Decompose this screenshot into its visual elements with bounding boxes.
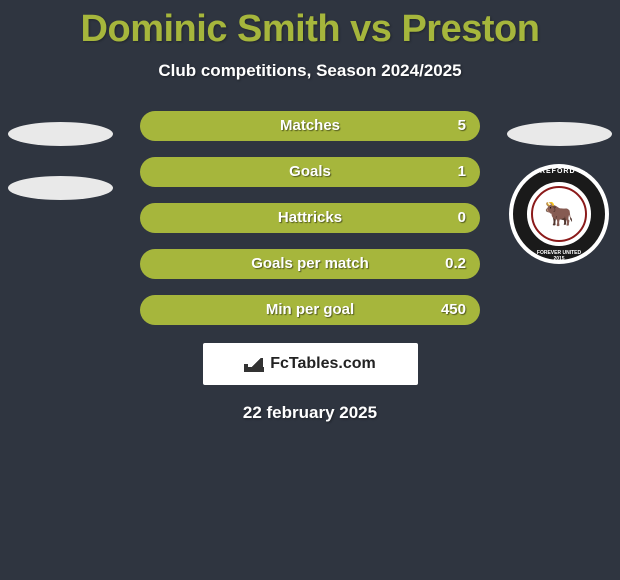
stat-value: 5 — [458, 111, 466, 141]
credit-text: FcTables.com — [270, 355, 376, 373]
stat-row: Hattricks 0 — [140, 203, 480, 233]
page-subtitle: Club competitions, Season 2024/2025 — [0, 61, 620, 81]
stat-row: Matches 5 — [140, 111, 480, 141]
left-placeholder-cluster — [8, 122, 113, 230]
page-title: Dominic Smith vs Preston — [0, 0, 620, 51]
right-cluster: HEREFORD FC 🐂 FOREVER UNITED 2015 — [507, 122, 612, 264]
stat-value: 1 — [458, 157, 466, 187]
crest-year: 2015 — [509, 256, 609, 262]
stat-label: Goals per match — [140, 249, 480, 279]
stat-value: 0.2 — [445, 249, 466, 279]
stat-value: 450 — [441, 295, 466, 325]
stat-label: Min per goal — [140, 295, 480, 325]
placeholder-oval — [8, 122, 113, 146]
club-crest: HEREFORD FC 🐂 FOREVER UNITED 2015 — [509, 164, 609, 264]
stat-row: Goals per match 0.2 — [140, 249, 480, 279]
stat-row: Goals 1 — [140, 157, 480, 187]
stat-label: Goals — [140, 157, 480, 187]
stats-card: Dominic Smith vs Preston Club competitio… — [0, 0, 620, 580]
date-label: 22 february 2025 — [0, 403, 620, 423]
credit-box[interactable]: FcTables.com — [203, 343, 418, 385]
stat-row: Min per goal 450 — [140, 295, 480, 325]
stat-label: Hattricks — [140, 203, 480, 233]
crest-inner: 🐂 — [531, 186, 587, 242]
chart-icon — [244, 356, 264, 372]
crest-text-top: HEREFORD FC — [509, 168, 609, 175]
stat-value: 0 — [458, 203, 466, 233]
bull-icon: 🐂 — [544, 200, 574, 229]
placeholder-oval — [507, 122, 612, 146]
placeholder-oval — [8, 176, 113, 200]
stat-label: Matches — [140, 111, 480, 141]
